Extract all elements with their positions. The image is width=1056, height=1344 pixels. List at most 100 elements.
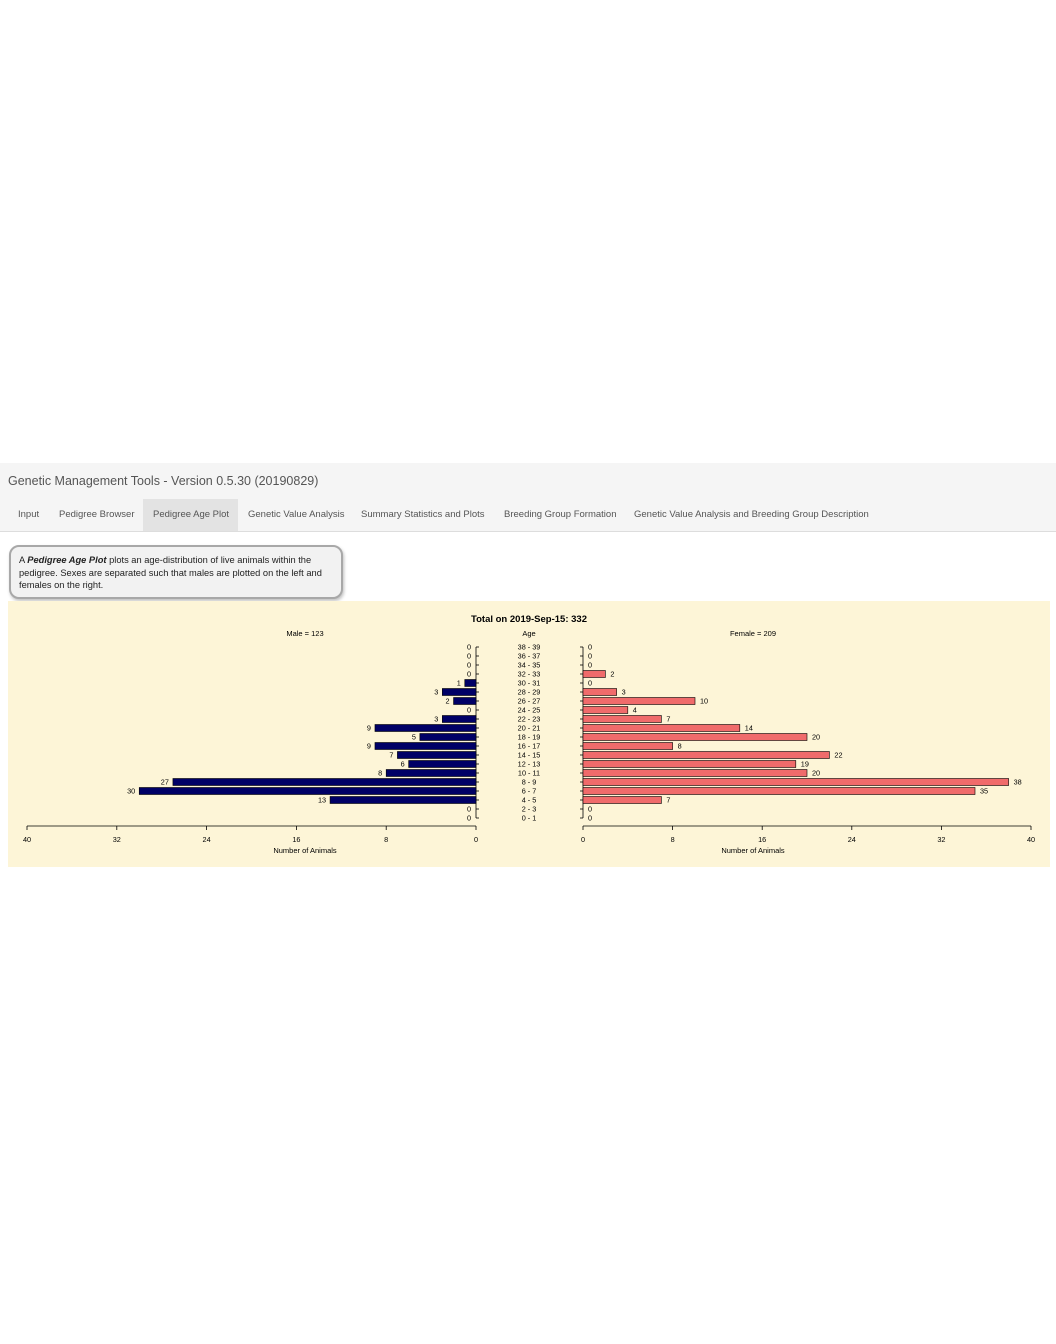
age-category-label: 26 - 27 — [518, 697, 541, 706]
female-bar-value: 10 — [700, 697, 708, 706]
male-bar-value: 0 — [467, 643, 471, 652]
female-bar-value: 14 — [745, 724, 753, 733]
age-category-label: 24 - 25 — [518, 706, 541, 715]
male-bar — [329, 796, 477, 804]
pedigree-age-pyramid-chart: Total on 2019-Sep-15: 332 Male = 123 Age Fe… — [23, 614, 1035, 855]
age-category-label: 18 - 19 — [518, 733, 541, 742]
female-bar-value: 0 — [588, 652, 592, 661]
male-bar — [419, 733, 477, 741]
age-category-label: 36 - 37 — [518, 652, 541, 661]
age-category-label: 20 - 21 — [518, 724, 541, 733]
female-axis-title: Number of Animals — [721, 846, 785, 855]
chart-title: Total on 2019-Sep-15: 332 — [471, 614, 587, 625]
male-bar-value: 27 — [161, 778, 169, 787]
female-bar-value: 7 — [666, 715, 670, 724]
female-axis-tick-label: 16 — [758, 835, 766, 844]
male-bar-value: 2 — [445, 697, 449, 706]
female-bar — [582, 796, 662, 804]
age-column-label: Age — [522, 629, 535, 638]
male-bar-value: 30 — [127, 787, 135, 796]
age-category-label: 22 - 23 — [518, 715, 541, 724]
male-bar — [172, 778, 477, 786]
male-bar-value: 0 — [467, 706, 471, 715]
female-bar — [582, 670, 606, 678]
female-bar-value: 0 — [588, 643, 592, 652]
female-bar-value: 20 — [812, 733, 820, 742]
age-category-label: 8 - 9 — [522, 778, 537, 787]
female-bar — [582, 724, 741, 732]
description-callout: A Pedigree Age Plot plots an age-distrib… — [9, 545, 343, 599]
female-bar-value: 19 — [801, 760, 809, 769]
female-bar-value: 7 — [666, 796, 670, 805]
female-bar — [582, 778, 1009, 786]
tab-pedigree-age-plot[interactable]: Pedigree Age Plot — [143, 499, 238, 531]
male-bar — [397, 751, 477, 759]
description-bold-term: Pedigree Age Plot — [27, 555, 107, 565]
male-bar-value: 9 — [367, 724, 371, 733]
female-axis-tick-label: 24 — [848, 835, 856, 844]
female-bar — [582, 769, 808, 777]
female-bar-value: 22 — [834, 751, 842, 760]
male-bar-value: 9 — [367, 742, 371, 751]
tab-input[interactable]: Input — [18, 509, 40, 520]
male-bar — [453, 697, 477, 705]
tab-bar: Input Pedigree Browser Pedigree Age Plot… — [0, 499, 1056, 532]
age-category-label: 4 - 5 — [522, 796, 537, 805]
age-category-label: 2 - 3 — [522, 805, 537, 814]
tab-summary-statistics[interactable]: Summary Statistics and Plots — [361, 509, 485, 520]
male-bar-value: 5 — [412, 733, 416, 742]
male-bar-value: 3 — [434, 688, 438, 697]
age-category-label: 16 - 17 — [518, 742, 541, 751]
male-bar-value: 6 — [401, 760, 405, 769]
female-bar — [582, 760, 797, 768]
female-bar — [582, 697, 696, 705]
tab-pedigree-browser[interactable]: Pedigree Browser — [59, 509, 135, 520]
male-bar-value: 0 — [467, 652, 471, 661]
female-bar-value: 20 — [812, 769, 820, 778]
male-axis-title: Number of Animals — [273, 846, 337, 855]
female-bar — [582, 706, 629, 714]
male-axis-tick-label: 24 — [203, 835, 211, 844]
title-bar: Genetic Management Tools - Version 0.5.3… — [0, 463, 1056, 499]
male-bar — [374, 724, 477, 732]
age-category-label: 12 - 13 — [518, 760, 541, 769]
age-category-label: 14 - 15 — [518, 751, 541, 760]
tab-genetic-value-analysis[interactable]: Genetic Value Analysis — [248, 509, 345, 520]
description-text: plots an age-distribution of live animal… — [19, 555, 322, 590]
female-axis-tick-label: 32 — [937, 835, 945, 844]
app-window: Genetic Management Tools - Version 0.5.3… — [0, 463, 1056, 871]
female-axis-tick-label: 40 — [1027, 835, 1035, 844]
male-bar — [138, 787, 477, 795]
female-bar-value: 35 — [980, 787, 988, 796]
female-bar — [582, 787, 976, 795]
male-axis-tick-label: 32 — [113, 835, 121, 844]
female-axis-tick-label: 0 — [581, 835, 585, 844]
female-bar — [582, 688, 617, 696]
age-category-label: 0 - 1 — [522, 814, 537, 823]
female-bar-value: 2 — [610, 670, 614, 679]
female-bar-value: 0 — [588, 661, 592, 670]
tab-gva-breeding-group-description[interactable]: Genetic Value Analysis and Breeding Grou… — [634, 509, 869, 520]
male-bar-value: 0 — [467, 814, 471, 823]
male-bar — [385, 769, 477, 777]
male-total-label: Male = 123 — [286, 629, 323, 638]
male-bar-value: 8 — [378, 769, 382, 778]
female-bar — [582, 715, 662, 723]
male-bar-value: 3 — [434, 715, 438, 724]
tab-breeding-group-formation[interactable]: Breeding Group Formation — [504, 509, 617, 520]
female-bar-value: 3 — [622, 688, 626, 697]
male-axis-tick-label: 8 — [384, 835, 388, 844]
male-bar-value: 0 — [467, 805, 471, 814]
pedigree-age-plot-panel: Total on 2019-Sep-15: 332 Male = 123 Age Fe… — [8, 601, 1050, 867]
female-bar-value: 4 — [633, 706, 637, 715]
description-prefix: A — [19, 555, 28, 565]
age-category-label: 6 - 7 — [522, 787, 537, 796]
male-bar — [408, 760, 477, 768]
male-axis-tick-label: 0 — [474, 835, 478, 844]
male-bar — [464, 679, 477, 687]
age-category-label: 32 - 33 — [518, 670, 541, 679]
male-axis-tick-label: 16 — [292, 835, 300, 844]
age-category-label: 34 - 35 — [518, 661, 541, 670]
male-bar-value: 7 — [389, 751, 393, 760]
male-bar-value: 1 — [457, 679, 461, 688]
